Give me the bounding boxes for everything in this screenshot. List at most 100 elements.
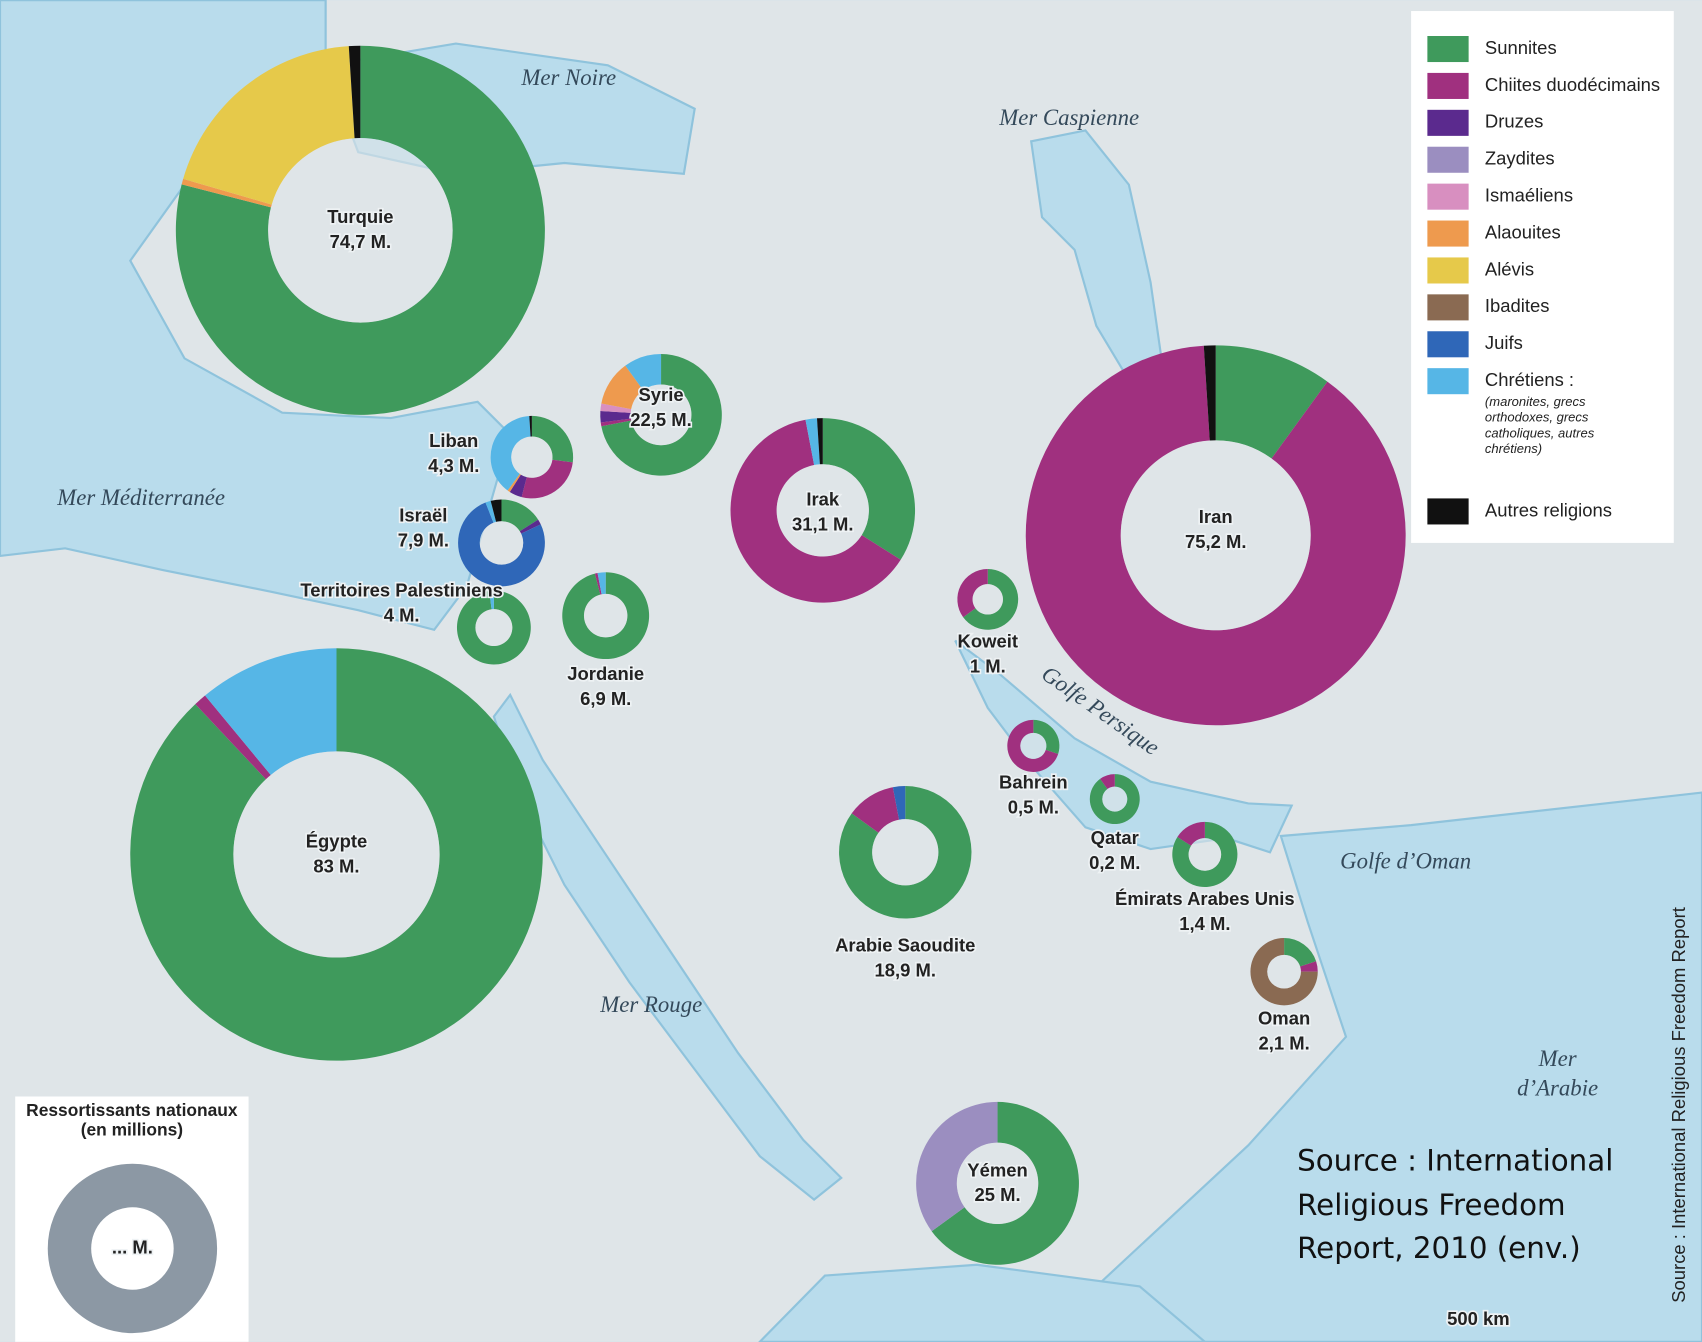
country-population: 83 M. (313, 855, 359, 876)
country-population: 1,4 M. (1179, 913, 1230, 934)
share-segment (456, 590, 531, 665)
share-segment (916, 1101, 998, 1232)
donut-hole (1120, 440, 1311, 631)
share-segment (892, 786, 906, 820)
legend-swatch (1427, 220, 1469, 247)
country-name: Turquie (327, 206, 393, 227)
sea-label: Mer Caspienne (999, 104, 1140, 131)
legend-label: Autres religions (1485, 499, 1612, 520)
sea-label: Golfe d’Oman (1340, 847, 1472, 874)
size-key-title-box: Ressortissants nationaux (en millions) (26, 1101, 238, 1140)
share-segment (205, 648, 337, 775)
share-segment (562, 572, 650, 660)
country-name: Liban (429, 430, 478, 451)
share-segment (594, 572, 602, 595)
share-segment (1007, 719, 1059, 772)
donut-hole (956, 1142, 1039, 1225)
country-name: Irak (806, 488, 840, 509)
legend-note: (maronites, grecs orthodoxes, grecs cath… (1484, 394, 1595, 457)
sea-label: Mer Rouge (600, 991, 703, 1018)
share-segment (490, 499, 502, 522)
country-population: 75,2 M. (1185, 531, 1247, 552)
country-population: 22,5 M. (630, 409, 692, 430)
legend-swatch (1427, 183, 1469, 210)
country-name: Koweit (958, 631, 1018, 652)
legend-label: Juifs (1485, 332, 1523, 353)
share-segment (1177, 821, 1205, 846)
donuts (130, 45, 1406, 1265)
donut-hole (1102, 786, 1128, 812)
donut-hole (630, 384, 692, 446)
side-source: Source : International Religious Freedom… (1668, 907, 1689, 1303)
share-segment (519, 519, 541, 534)
legend-swatch (1427, 498, 1469, 525)
share-segment (600, 411, 631, 423)
country-name: Bahrein (999, 772, 1068, 793)
donut-hole (475, 609, 513, 647)
country-population: 1 M. (970, 656, 1006, 677)
country-name: Israël (399, 505, 447, 526)
size-key-donut (47, 1163, 218, 1334)
country-name: Oman (1258, 1007, 1310, 1028)
donut-hole (268, 138, 453, 323)
country-population: 4 M. (384, 605, 420, 626)
share-segment (1215, 345, 1328, 459)
donut-hole (583, 593, 628, 638)
share-segment (600, 403, 632, 413)
country-population: 4,3 M. (428, 455, 479, 476)
share-segment (183, 46, 355, 205)
donut-hole (872, 819, 939, 886)
share-segment (601, 354, 722, 476)
share-segment (625, 354, 662, 391)
country-population: 0,2 M. (1089, 852, 1140, 873)
country-name: Yémen (967, 1159, 1027, 1180)
share-segment (1284, 938, 1317, 967)
legend-swatch (1427, 109, 1469, 136)
sea-label: Mer d’Arabie (1517, 1045, 1599, 1102)
donut-hole (1267, 954, 1301, 989)
country-name: Arabie Saoudite (835, 935, 975, 956)
share-segment (509, 474, 527, 498)
country-name: Égypte (306, 830, 367, 851)
share-segment (130, 648, 543, 1061)
legend-label: Ibadites (1485, 295, 1550, 316)
share-segment (181, 178, 272, 208)
share-segment (485, 500, 497, 523)
country-population: 31,1 M. (792, 513, 854, 534)
donut-hole (1188, 838, 1222, 871)
share-segment (175, 45, 545, 415)
donut-hole (479, 521, 524, 565)
country-population: 6,9 M. (580, 688, 631, 709)
legend-swatch (1427, 72, 1469, 99)
legend-label: Alévis (1485, 258, 1534, 279)
share-segment (531, 415, 574, 463)
share-segment (730, 419, 901, 603)
country-population: 25 M. (974, 1184, 1020, 1205)
legend-swatch (1427, 331, 1469, 358)
share-segment (529, 415, 532, 437)
country-population: 0,5 M. (1008, 797, 1059, 818)
size-key-title: Ressortissants nationaux (en millions) (26, 1101, 238, 1140)
gulf-of-aden (758, 1263, 1207, 1342)
legend-label: Chiites duodécimains (1485, 74, 1660, 95)
legend-label: Zaydites (1485, 148, 1555, 169)
country-name: Iran (1199, 506, 1233, 527)
sea-label-box: Mer Noire (521, 64, 616, 90)
share-segment (1203, 345, 1216, 441)
country-population: 7,9 M. (398, 530, 449, 551)
share-segment (963, 568, 1019, 630)
donut-hole (776, 464, 869, 557)
country-population: 18,9 M. (875, 960, 936, 981)
country-name: Syrie (638, 384, 683, 405)
donut-hole (233, 751, 440, 958)
share-segment (600, 418, 632, 427)
share-segment (822, 418, 916, 560)
country-name: Territoires Palestiniens (300, 580, 503, 601)
legend-swatch (1427, 294, 1469, 321)
share-segment (805, 418, 820, 466)
source-box: Source : International Religious Freedom… (1297, 1144, 1613, 1266)
share-segment (458, 502, 545, 587)
donut-hole (1020, 732, 1047, 759)
